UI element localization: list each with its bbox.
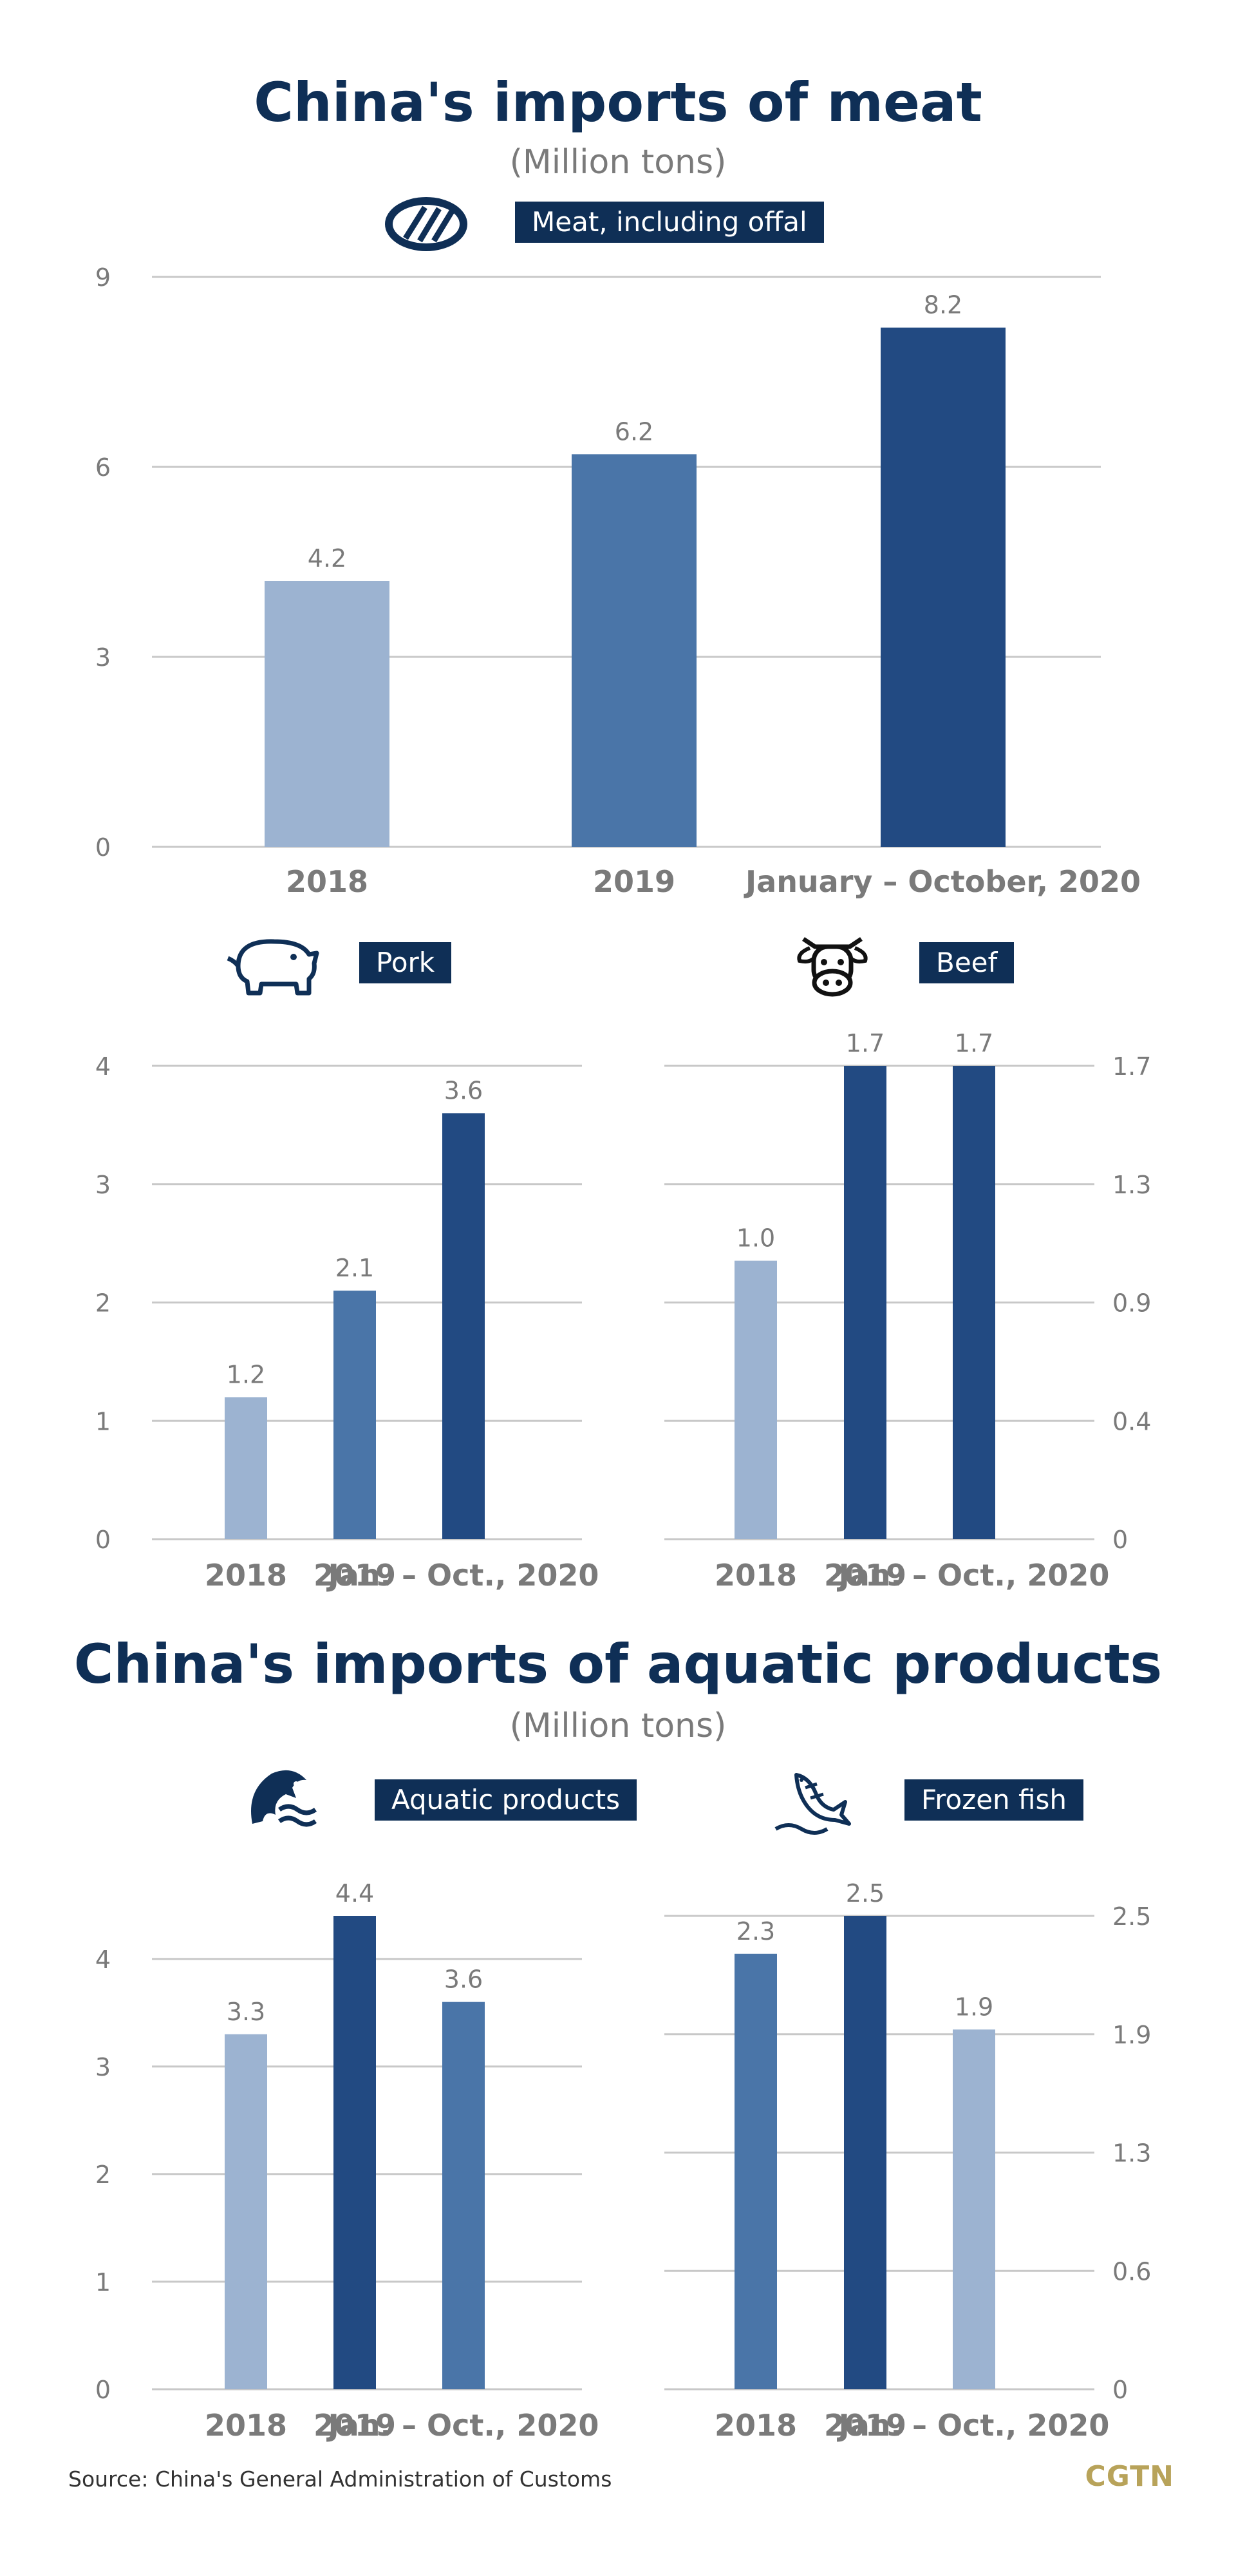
bar [333, 1291, 376, 1539]
pig-icon [227, 939, 319, 996]
value-label: 2.3 [736, 1917, 775, 1946]
y-tick-label: 0.6 [1112, 2257, 1151, 2286]
category-label: 2018 [715, 2408, 797, 2443]
category-label: 2019 [593, 864, 675, 899]
frozen-chart-title: Frozen fish [904, 1779, 1083, 1821]
y-tick-label: 0 [1112, 2376, 1128, 2404]
bar [844, 1066, 886, 1539]
frozen-fish-icon [774, 1773, 851, 1835]
category-label: 2019 [314, 1558, 396, 1593]
bar [225, 2034, 267, 2389]
source-note: Source: China's General Administration o… [68, 2467, 612, 2492]
y-tick-label: 1.3 [1112, 1171, 1151, 1199]
y-tick-label: 2 [95, 2161, 111, 2189]
y-tick-label: 0 [1112, 1526, 1128, 1554]
y-tick-label: 3 [95, 2053, 111, 2081]
value-label: 4.2 [308, 544, 346, 573]
bar [881, 327, 1006, 848]
category-label: January – October, 2020 [744, 864, 1141, 899]
bar [735, 1953, 777, 2389]
beef-chart: 0 0.4 0.9 1.3 1.7 1.0 2018 1.7 2019 1.7 Jan. – Oct… [664, 1029, 1151, 1593]
bar [442, 2002, 485, 2389]
bar [442, 1113, 485, 1539]
aquatic-chart: 0 1 2 3 4 3.3 2018 4.4 2019 3.6 Jan. – Oct., 2020 [95, 1879, 599, 2443]
aquatic-subtitle: (Million tons) [509, 1707, 727, 1745]
bar [572, 454, 697, 847]
y-tick-label: 1.7 [1112, 1052, 1151, 1081]
y-tick-label: 0.4 [1112, 1407, 1151, 1435]
category-label: 2018 [286, 864, 368, 899]
category-label: 2019 [824, 2408, 906, 2443]
y-tick-label: 2 [95, 1289, 111, 1318]
bar [333, 1916, 376, 2389]
aquatic-chart-label: Aquatic products [239, 1765, 637, 1835]
aquatic-title: China's imports of aquatic products [73, 1633, 1163, 1696]
y-tick-label: 0 [95, 833, 111, 862]
value-label: 6.2 [615, 417, 653, 446]
meat-title: China's imports of meat [254, 71, 982, 134]
value-label: 1.7 [846, 1029, 885, 1057]
value-label: 1.2 [227, 1361, 265, 1389]
meat-chart-label: Meat, including offal [380, 187, 824, 258]
y-tick-label: 0.9 [1112, 1289, 1151, 1318]
y-tick-label: 4 [95, 1946, 111, 1974]
meat-chart: 0 3 6 9 4.2 2018 6.2 2019 8.2 January – October, … [95, 263, 1141, 899]
frozen-chart-label: Frozen fish [769, 1765, 1083, 1835]
category-label: 2018 [205, 2408, 287, 2443]
value-label: 1.7 [955, 1029, 993, 1057]
category-label: Jan. – Oct., 2020 [837, 1558, 1110, 1593]
beef-chart-label: Beef [784, 927, 1015, 998]
bar [225, 1397, 267, 1539]
category-label: 2018 [205, 1558, 287, 1593]
brand-logo: CGTN [1085, 2460, 1174, 2493]
category-label: Jan. – Oct., 2020 [326, 1558, 599, 1593]
bar [265, 581, 389, 847]
y-tick-label: 0 [95, 2376, 111, 2404]
value-label: 3.6 [444, 1965, 483, 1994]
bar [844, 1916, 886, 2389]
y-tick-label: 2.5 [1112, 1902, 1151, 1931]
meat-subtitle: (Million tons) [509, 143, 727, 182]
y-tick-label: 3 [95, 1171, 111, 1199]
value-label: 1.9 [955, 1993, 993, 2021]
y-tick-label: 1.3 [1112, 2139, 1151, 2168]
value-label: 3.3 [227, 1998, 265, 2026]
category-label: 2019 [824, 1558, 906, 1593]
cow-icon [797, 937, 868, 997]
pork-chart-label: Pork [224, 927, 452, 998]
category-label: 2018 [715, 1558, 797, 1593]
y-tick-label: 3 [95, 643, 111, 672]
y-tick-label: 9 [95, 263, 111, 292]
pork-chart: 0 1 2 3 4 1.2 2018 2.1 2019 3.6 Jan. – Oct., 2020 [95, 1052, 599, 1593]
y-tick-label: 1.9 [1112, 2021, 1151, 2049]
bar [735, 1260, 777, 1539]
value-label: 1.0 [736, 1224, 775, 1253]
beef-chart-title: Beef [919, 942, 1015, 984]
y-tick-label: 0 [95, 1526, 111, 1554]
aquatic-chart-title: Aquatic products [375, 1779, 637, 1821]
y-tick-label: 4 [95, 1052, 111, 1081]
fish-wave-icon [251, 1770, 317, 1827]
bar [953, 2029, 995, 2389]
category-label: Jan. – Oct., 2020 [326, 2408, 599, 2443]
frozen-chart: 0 0.6 1.3 1.9 2.5 2.3 2018 2.5 2019 1.9 Jan. – Oct… [664, 1879, 1151, 2443]
value-label: 3.6 [444, 1077, 483, 1105]
value-label: 4.4 [335, 1879, 374, 1908]
value-label: 8.2 [924, 291, 962, 319]
bar [953, 1066, 995, 1539]
meat-chart-title: Meat, including offal [515, 201, 824, 243]
y-tick-label: 1 [95, 2268, 111, 2297]
category-label: 2019 [314, 2408, 396, 2443]
category-label: Jan. – Oct., 2020 [837, 2408, 1110, 2443]
pork-chart-title: Pork [359, 942, 452, 984]
value-label: 2.5 [846, 1879, 885, 1908]
steak-icon [385, 197, 467, 251]
y-tick-label: 1 [95, 1407, 111, 1435]
y-tick-label: 6 [95, 453, 111, 482]
value-label: 2.1 [335, 1254, 374, 1282]
